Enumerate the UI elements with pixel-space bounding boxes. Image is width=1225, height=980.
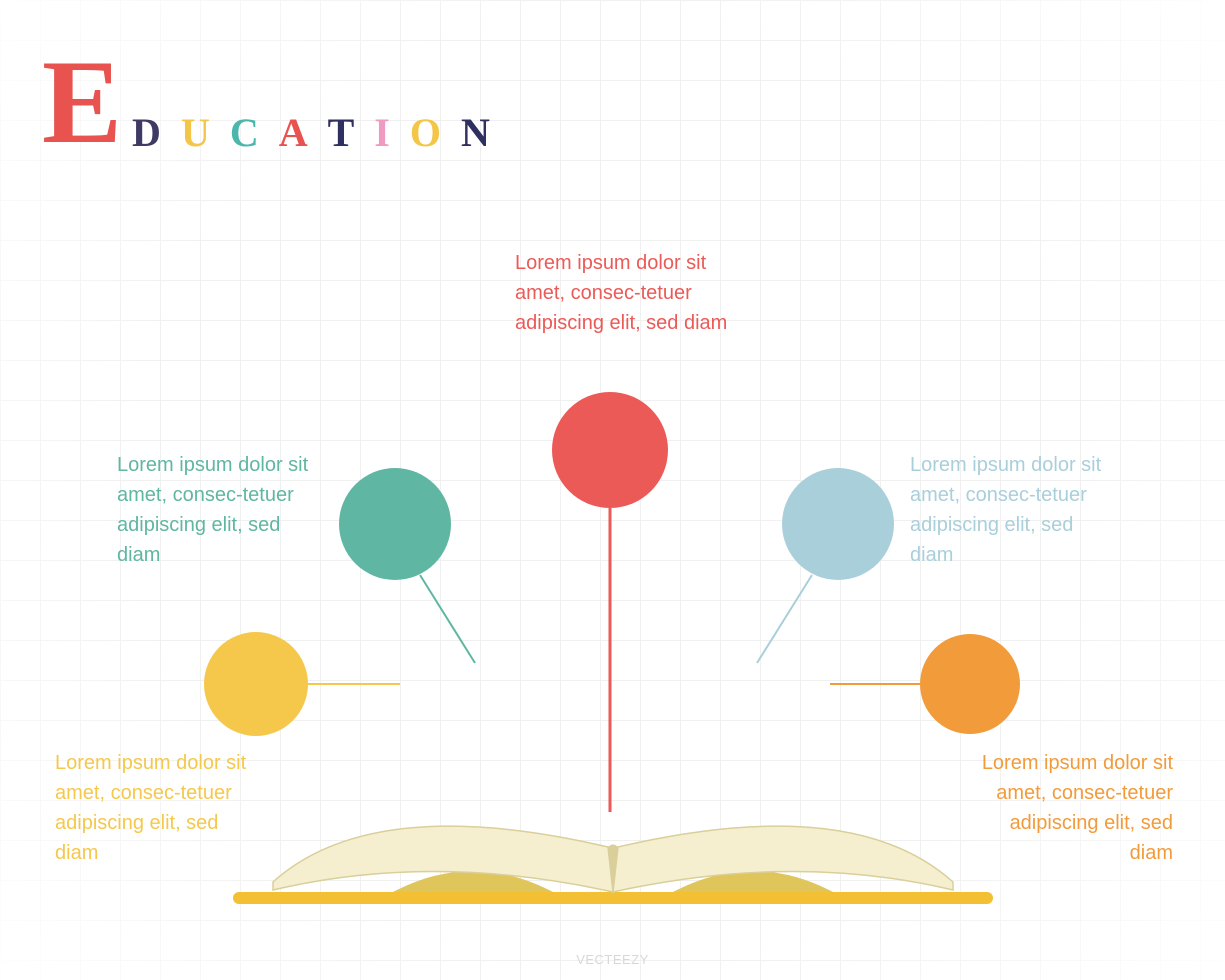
node-circle-yellow — [204, 632, 308, 736]
callout-text-red: Lorem ipsum dolor sit amet, consec-tetue… — [515, 248, 730, 338]
callout-text-teal: Lorem ipsum dolor sit amet, consec-tetue… — [117, 450, 327, 570]
callout-text-yellow: Lorem ipsum dolor sit amet, consec-tetue… — [55, 748, 260, 868]
callout-text-blue: Lorem ipsum dolor sit amet, consec-tetue… — [910, 450, 1120, 570]
callout-text-orange: Lorem ipsum dolor sit amet, consec-tetue… — [968, 748, 1173, 868]
watermark: VECTEEZY — [576, 952, 649, 967]
node-circle-teal — [339, 468, 451, 580]
node-circle-orange — [920, 634, 1020, 734]
node-circle-red — [552, 392, 668, 508]
node-circle-blue — [782, 468, 894, 580]
open-book-icon — [243, 792, 983, 912]
